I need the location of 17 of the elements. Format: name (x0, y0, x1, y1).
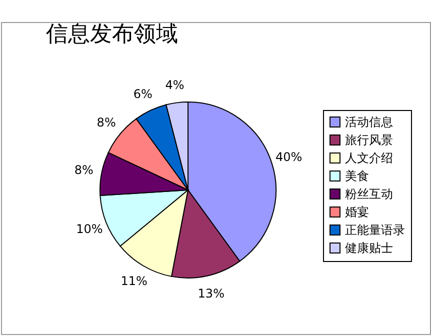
legend-label: 活动信息 (345, 115, 393, 129)
legend-label: 旅行风景 (345, 133, 393, 147)
data-label: 8% (74, 163, 94, 178)
data-label: 6% (133, 87, 152, 102)
data-label: 13% (198, 286, 224, 300)
chart-title: 信息发布领域 (46, 22, 178, 47)
data-label: 4% (165, 78, 184, 92)
legend-label: 粉丝互动 (345, 187, 393, 201)
data-label: 8% (96, 115, 116, 130)
data-label: 40% (275, 150, 302, 164)
legend-label: 美食 (345, 169, 369, 183)
legend-label: 健康贴士 (345, 241, 393, 255)
data-label: 10% (76, 222, 103, 236)
legend-label: 人文介绍 (345, 151, 393, 165)
data-label: 11% (120, 274, 148, 288)
legend-label: 婚宴 (345, 205, 369, 219)
legend-label: 正能量语录 (345, 223, 405, 237)
